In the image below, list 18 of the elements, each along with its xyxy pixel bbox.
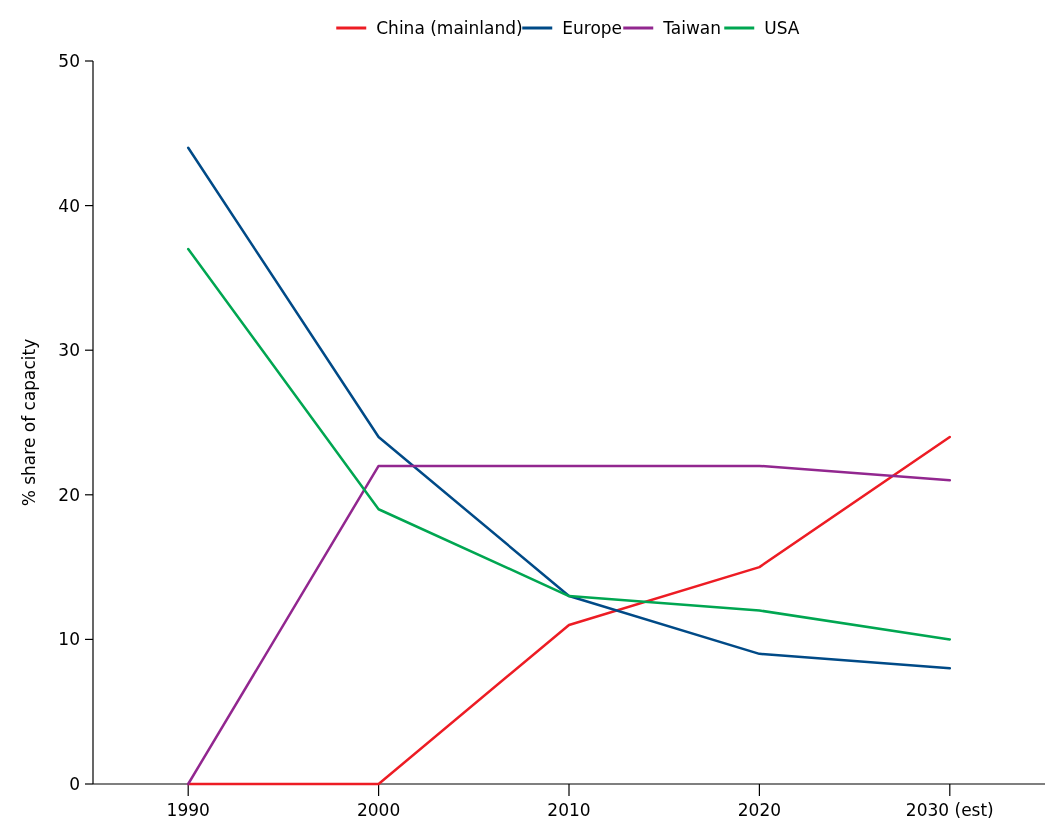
x-tick-label: 2000 [356, 800, 401, 820]
line-series [186, 146, 952, 670]
y-axis-title: % share of capacity [19, 338, 39, 507]
x-tick-label: 2020 [737, 800, 782, 820]
y-tick-label: 30 [58, 340, 80, 361]
y-tick-label: 10 [58, 629, 80, 650]
y-tick-label: 0 [69, 773, 80, 794]
legend-label: Europe [562, 17, 623, 38]
legend-label: USA [764, 17, 800, 38]
line-series [186, 247, 952, 641]
y-tick-label: 40 [58, 195, 80, 216]
legend-label: Taiwan [662, 17, 722, 38]
x-tick-label: 1990 [166, 800, 210, 820]
x-tick-label: 2030 (est) [905, 800, 994, 820]
x-tick-label: 2010 [547, 800, 591, 820]
legend-label: China (mainland) [376, 17, 523, 38]
y-tick-label: 50 [58, 50, 80, 71]
y-tick-label: 20 [58, 484, 80, 505]
